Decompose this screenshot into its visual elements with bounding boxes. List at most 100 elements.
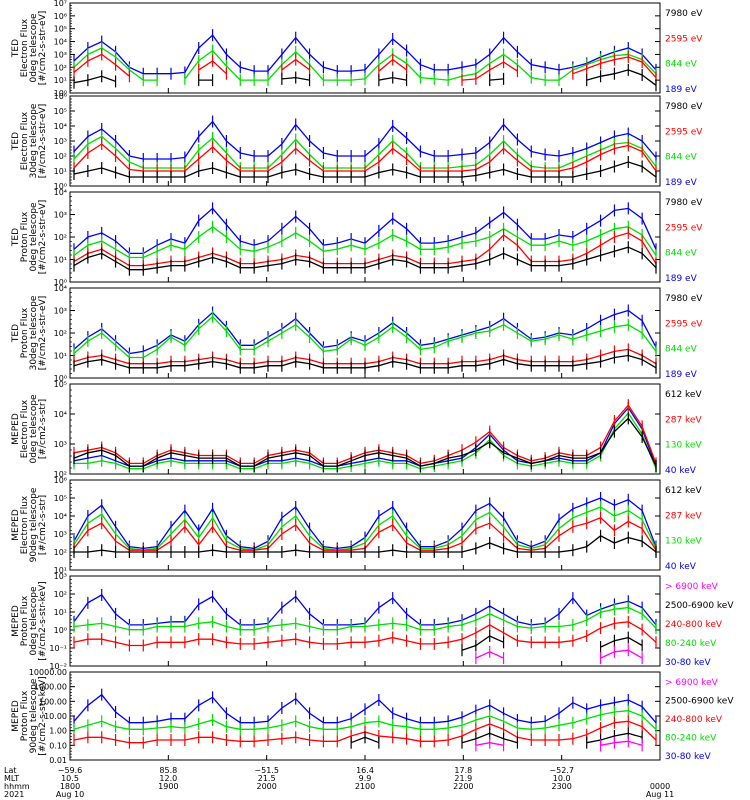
legend-entry: 40 keV xyxy=(665,562,697,572)
y-axis-label-line: [#/cm2-s-str-keV] xyxy=(38,676,48,755)
x-row-label: 2021 xyxy=(4,790,24,799)
series-line xyxy=(73,47,657,81)
y-tick-label: 10⁻² xyxy=(49,662,67,671)
y-axis-label: MEPEDElectron Flux0deg telescope[#/cm2-s… xyxy=(11,394,48,464)
legend-entry: > 6900 keV xyxy=(665,582,719,592)
y-tick-label: 1.00 xyxy=(49,727,67,736)
series-line xyxy=(350,732,643,744)
panel-8: 10000.001000.00100.0010.001.000.100.01ME… xyxy=(11,668,734,765)
series-line xyxy=(475,740,643,746)
x-tick-mlt: 9.9 xyxy=(359,774,372,783)
y-tick-label: 10⁰ xyxy=(54,278,67,287)
panel-1: 10⁷ 10⁶ 10⁵ 10⁴ 10³ 10² 10¹ 10⁰ TEDElectron Flux… xyxy=(11,0,703,98)
y-axis-label-line: 0deg telescope xyxy=(29,202,39,272)
legend-entry: 2500-6900 keV xyxy=(665,697,734,707)
y-axis-label-line: 30deg telescope xyxy=(29,295,39,370)
series-7980-ev xyxy=(73,241,657,276)
legend-entry: 2595 eV xyxy=(665,34,703,44)
series-80-240-kev xyxy=(73,704,657,736)
series-2500-6900-kev xyxy=(461,630,643,657)
series-line xyxy=(73,417,657,467)
series-2500-6900-kev xyxy=(350,727,643,749)
legend-entry: 844 eV xyxy=(665,153,698,163)
legend-entry: 287 keV xyxy=(665,511,702,521)
y-tick-label: 10¹ xyxy=(54,566,67,575)
y-axis-label-line: TED xyxy=(11,39,21,58)
y-axis-label-line: MEPED xyxy=(11,509,21,541)
series-line xyxy=(73,315,657,359)
legend-entry: 2595 eV xyxy=(665,319,703,329)
y-axis-label-line: 0deg telescope xyxy=(29,586,39,656)
y-tick-label: 10² xyxy=(54,470,67,479)
x-tick-date: Aug 10 xyxy=(56,790,84,799)
legend-entry: 844 eV xyxy=(665,60,698,70)
y-axis-label-line: Electron Flux xyxy=(20,111,30,170)
legend-entry: 612 keV xyxy=(665,390,702,400)
y-tick-label: 0.01 xyxy=(49,756,67,765)
series-line xyxy=(73,606,657,631)
y-axis-label-line: MEPED xyxy=(11,605,21,637)
series-line xyxy=(461,635,643,651)
legend-entry: 80-240 keV xyxy=(665,734,717,744)
y-tick-label: 10⁰ xyxy=(54,182,67,191)
series-line xyxy=(73,53,657,81)
legend-entry: 7980 eV xyxy=(665,294,703,304)
legend-entry: 844 eV xyxy=(665,345,698,355)
y-tick-label: 10.00 xyxy=(44,712,67,721)
y-tick-label: 10³ xyxy=(54,50,67,59)
series-line xyxy=(73,34,657,75)
series-189-ev xyxy=(73,29,657,80)
x-tick-lat: 17.8 xyxy=(454,766,472,775)
series-240-800-kev xyxy=(73,615,657,652)
y-tick-label: 10³ xyxy=(54,572,67,581)
y-axis-label: TEDProton Flux0deg telescope[#/cm2-s-str… xyxy=(11,200,48,275)
y-tick-label: 10⁵ xyxy=(54,380,67,389)
y-axis-label: TEDProton Flux30deg telescope[#/cm2-s-st… xyxy=(11,295,48,370)
x-tick-mlt: 10.5 xyxy=(61,774,79,783)
y-axis-label: TEDElectron Flux30deg telescope[#/cm2-s-… xyxy=(11,103,48,178)
series--6900-kev xyxy=(475,644,643,665)
y-axis-label-line: [#/cm2-s-str-eV] xyxy=(38,296,48,371)
series-line xyxy=(73,207,657,255)
y-tick-label: 10⁷ xyxy=(54,0,67,8)
y-tick-label: 10⁶ xyxy=(54,12,67,21)
series-189-ev xyxy=(73,202,657,260)
legend-entry: 189 eV xyxy=(665,85,698,95)
y-axis-label-line: 0deg telescope xyxy=(29,13,39,83)
y-axis-label-line: MEPED xyxy=(11,700,21,732)
y-tick-label: 10⁻¹ xyxy=(49,644,67,653)
y-axis-label-line: MEPED xyxy=(11,413,21,445)
legend-entry: 189 eV xyxy=(665,178,698,188)
legend-entry: 30-80 keV xyxy=(665,752,711,762)
y-tick-label: 10¹ xyxy=(54,256,67,265)
y-tick-label: 10³ xyxy=(54,211,67,220)
y-tick-label: 10² xyxy=(54,63,67,72)
y-tick-label: 10² xyxy=(54,233,67,242)
y-axis-label-line: [#/cm2-s-str] xyxy=(38,399,48,459)
x-row-label: Lat xyxy=(4,766,17,775)
x-tick-hhmm: 1900 xyxy=(158,782,178,791)
x-tick-hhmm: 2300 xyxy=(551,782,571,791)
y-tick-label: 100.00 xyxy=(39,697,67,706)
legend-entry: 7980 eV xyxy=(665,9,703,19)
y-axis-label: MEPEDProton Flux0deg telescope[#/cm2-s-s… xyxy=(11,581,48,660)
y-tick-label: 10² xyxy=(54,329,67,338)
y-axis-label-line: [#/cm2-s-str-eV] xyxy=(38,200,48,275)
y-axis-label: MEPEDProton Flux90deg telescope[#/cm2-s-… xyxy=(11,676,48,755)
legend-entry: 2500-6900 keV xyxy=(665,601,734,611)
x-row-label: MLT xyxy=(4,774,19,783)
y-axis-label-line: Electron Flux xyxy=(20,399,30,458)
legend-entry: 844 eV xyxy=(665,249,698,259)
y-tick-label: 10³ xyxy=(54,440,67,449)
y-tick-label: 10⁰ xyxy=(54,89,67,98)
y-tick-label: 10⁶ xyxy=(54,476,67,485)
x-tick-mlt: 12.0 xyxy=(159,774,177,783)
x-tick-hhmm: 2100 xyxy=(355,782,375,791)
y-tick-label: 10³ xyxy=(54,530,67,539)
y-tick-label: 10¹ xyxy=(54,76,67,85)
y-tick-label: 0.10 xyxy=(49,741,67,750)
y-tick-label: 10³ xyxy=(54,137,67,146)
series-189-ev xyxy=(73,115,657,165)
